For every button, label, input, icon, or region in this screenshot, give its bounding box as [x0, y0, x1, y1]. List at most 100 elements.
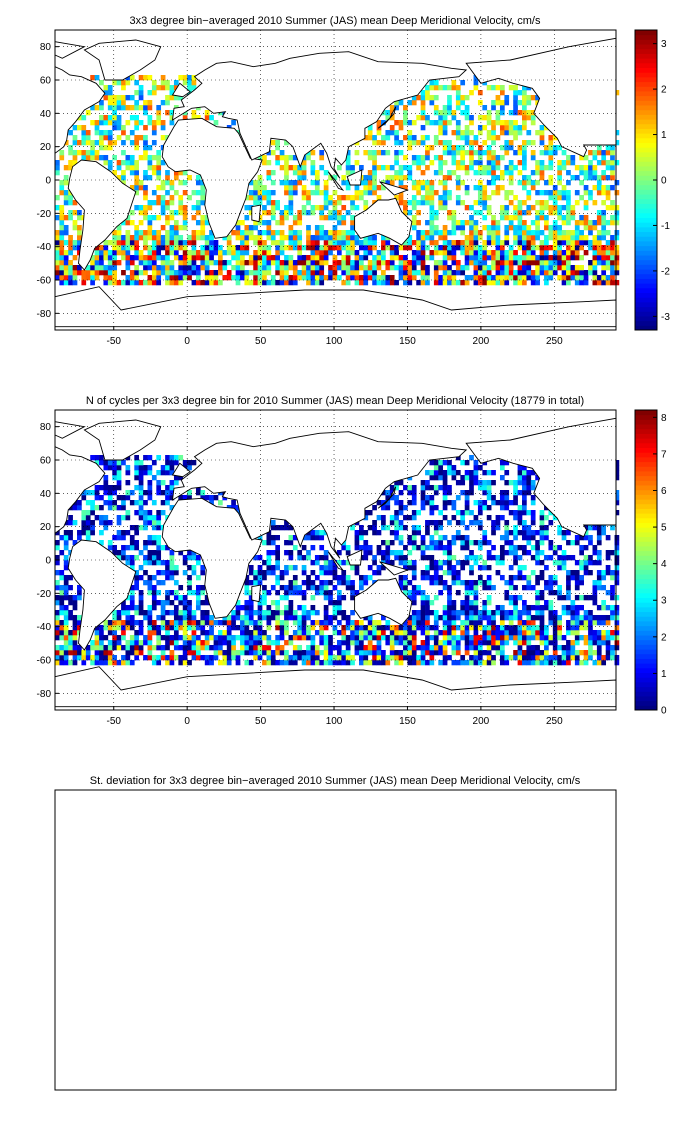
heatmap-cell — [596, 240, 602, 246]
heatmap-cell — [411, 590, 417, 596]
heatmap-cell — [129, 275, 135, 281]
heatmap-cell — [614, 655, 620, 661]
heatmap-cell — [191, 635, 197, 641]
heatmap-cell — [125, 510, 131, 516]
heatmap-cell — [605, 635, 611, 641]
heatmap-cell — [548, 195, 554, 201]
heatmap-cell — [385, 560, 391, 566]
heatmap-cell — [420, 95, 426, 101]
heatmap-cell — [544, 650, 549, 656]
heatmap-cell — [191, 615, 197, 621]
heatmap-cell — [583, 220, 589, 226]
heatmap-cell — [112, 500, 117, 506]
heatmap-cell — [574, 650, 580, 656]
heatmap-cell — [442, 240, 448, 246]
heatmap-cell — [381, 515, 386, 521]
heatmap-cell — [614, 215, 620, 221]
heatmap-cell — [486, 595, 492, 601]
colorbar-segment — [635, 90, 657, 97]
heatmap-cell — [204, 610, 210, 616]
heatmap-cell — [381, 240, 386, 246]
heatmap-cell — [438, 260, 444, 266]
heatmap-cell — [85, 655, 91, 661]
heatmap-cell — [429, 215, 435, 221]
heatmap-cell — [491, 140, 496, 146]
heatmap-cell — [570, 275, 576, 281]
heatmap-cell — [328, 580, 333, 586]
heatmap-cell — [574, 560, 580, 566]
heatmap-cell — [610, 570, 615, 576]
heatmap-cell — [345, 635, 351, 641]
heatmap-cell — [68, 595, 73, 601]
heatmap-cell — [442, 580, 448, 586]
heatmap-cell — [59, 225, 65, 231]
heatmap-cell — [310, 240, 316, 246]
heatmap-cell — [156, 635, 162, 641]
heatmap-cell — [530, 230, 536, 236]
heatmap-cell — [288, 555, 294, 561]
heatmap-cell — [121, 645, 126, 651]
heatmap-cell — [482, 660, 488, 666]
heatmap-cell — [367, 645, 373, 651]
heatmap-cell — [530, 260, 536, 266]
heatmap-cell — [407, 590, 413, 596]
heatmap-cell — [451, 250, 457, 256]
heatmap-cell — [209, 630, 214, 636]
heatmap-cell — [59, 180, 65, 186]
heatmap-cell — [394, 650, 399, 656]
heatmap-cell — [504, 230, 510, 236]
heatmap-cell — [455, 280, 461, 286]
heatmap-cell — [165, 250, 170, 256]
heatmap-cell — [209, 495, 214, 501]
heatmap-cell — [464, 115, 470, 121]
heatmap-cell — [195, 190, 201, 196]
heatmap-cell — [77, 115, 82, 121]
heatmap-cell — [77, 150, 82, 156]
heatmap-cell — [407, 660, 413, 666]
heatmap-cell — [473, 580, 479, 586]
heatmap-cell — [605, 240, 611, 246]
heatmap-cell — [134, 125, 140, 131]
heatmap-cell — [433, 650, 439, 656]
heatmap-cell — [55, 660, 60, 666]
heatmap-cell — [253, 280, 258, 286]
heatmap-cell — [455, 590, 461, 596]
heatmap-cell — [182, 215, 188, 221]
heatmap-cell — [257, 270, 263, 276]
heatmap-cell — [218, 250, 223, 256]
heatmap-cell — [372, 175, 377, 181]
heatmap-cell — [345, 245, 351, 251]
heatmap-cell — [319, 275, 325, 281]
heatmap-cell — [107, 650, 113, 656]
heatmap-cell — [539, 625, 545, 631]
heatmap-cell — [354, 645, 360, 651]
colorbar-segment — [635, 222, 657, 228]
heatmap-cell — [376, 640, 382, 646]
heatmap-cell — [566, 625, 571, 631]
heatmap-cell — [389, 275, 395, 281]
heatmap-cell — [499, 280, 505, 286]
heatmap-cell — [270, 655, 276, 661]
heatmap-cell — [486, 85, 492, 91]
heatmap-cell — [411, 260, 417, 266]
heatmap-cell — [425, 135, 430, 141]
heatmap-cell — [455, 470, 461, 476]
heatmap-cell — [248, 600, 254, 606]
heatmap-cell — [385, 265, 391, 271]
heatmap-cell — [63, 215, 69, 221]
heatmap-cell — [477, 125, 483, 131]
heatmap-cell — [262, 210, 267, 216]
heatmap-cell — [226, 630, 232, 636]
heatmap-cell — [367, 630, 373, 636]
heatmap-cell — [138, 210, 144, 216]
heatmap-cell — [499, 130, 505, 136]
heatmap-cell — [420, 630, 426, 636]
heatmap-cell — [143, 100, 148, 106]
heatmap-cell — [517, 160, 523, 166]
heatmap-cell — [345, 170, 351, 176]
heatmap-cell — [469, 155, 474, 161]
heatmap-cell — [257, 640, 263, 646]
heatmap-cell — [429, 205, 435, 211]
heatmap-cell — [403, 120, 408, 126]
heatmap-cell — [244, 615, 250, 621]
